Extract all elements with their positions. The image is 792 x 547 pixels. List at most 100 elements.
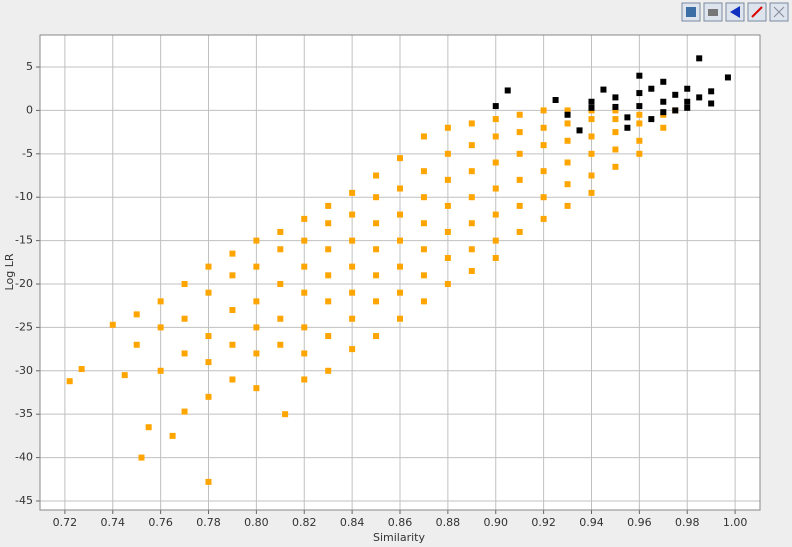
point bbox=[444, 176, 451, 183]
point bbox=[145, 424, 152, 431]
point bbox=[516, 150, 523, 157]
point bbox=[301, 376, 308, 383]
point bbox=[253, 324, 260, 331]
point bbox=[133, 341, 140, 348]
y-tick-label: -20 bbox=[15, 277, 33, 290]
point bbox=[325, 246, 332, 253]
point bbox=[253, 263, 260, 270]
x-tick-label: 0.94 bbox=[579, 516, 604, 529]
fullscreen-icon bbox=[773, 6, 785, 18]
point bbox=[540, 168, 547, 175]
point bbox=[540, 124, 547, 131]
x-tick-label: 0.88 bbox=[436, 516, 461, 529]
point bbox=[444, 228, 451, 235]
point bbox=[444, 150, 451, 157]
y-tick-label: -15 bbox=[15, 234, 33, 247]
point bbox=[576, 127, 583, 134]
point bbox=[636, 137, 643, 144]
y-tick-label: -45 bbox=[15, 494, 33, 507]
point bbox=[325, 367, 332, 374]
point bbox=[349, 211, 356, 218]
x-tick-label: 0.98 bbox=[675, 516, 700, 529]
point bbox=[373, 272, 380, 279]
point bbox=[229, 307, 236, 314]
point bbox=[397, 155, 403, 162]
point bbox=[373, 298, 380, 305]
point bbox=[468, 267, 475, 274]
point bbox=[660, 109, 667, 116]
point bbox=[612, 116, 619, 123]
point bbox=[205, 478, 212, 485]
point bbox=[277, 280, 284, 287]
point bbox=[600, 86, 607, 93]
point bbox=[444, 202, 451, 209]
x-tick-label: 0.78 bbox=[196, 516, 221, 529]
x-tick-label: 1.00 bbox=[723, 516, 748, 529]
point bbox=[282, 411, 289, 418]
point bbox=[612, 107, 619, 114]
point bbox=[564, 111, 571, 118]
x-tick-label: 0.84 bbox=[340, 516, 365, 529]
point bbox=[301, 237, 308, 244]
point bbox=[133, 311, 140, 318]
y-tick-label: -10 bbox=[15, 190, 33, 203]
point bbox=[516, 202, 523, 209]
point bbox=[253, 237, 260, 244]
point bbox=[492, 237, 499, 244]
point bbox=[588, 172, 595, 179]
point bbox=[229, 341, 236, 348]
point bbox=[660, 98, 667, 105]
point bbox=[229, 376, 236, 383]
point bbox=[205, 393, 212, 400]
point bbox=[648, 85, 655, 92]
point bbox=[157, 324, 164, 331]
point bbox=[325, 333, 332, 340]
point bbox=[253, 298, 260, 305]
point bbox=[349, 189, 356, 196]
point bbox=[420, 272, 427, 279]
point bbox=[397, 237, 403, 244]
point bbox=[157, 298, 164, 305]
save-icon bbox=[686, 7, 696, 17]
point bbox=[205, 289, 212, 296]
point bbox=[492, 211, 499, 218]
point bbox=[121, 372, 128, 379]
point bbox=[397, 263, 403, 270]
point bbox=[373, 220, 380, 227]
point bbox=[468, 246, 475, 253]
point bbox=[684, 104, 691, 111]
point bbox=[516, 129, 523, 136]
point bbox=[660, 78, 667, 85]
point bbox=[138, 454, 145, 461]
point bbox=[181, 408, 188, 415]
point bbox=[492, 103, 499, 110]
y-tick-label: -35 bbox=[15, 407, 33, 420]
point bbox=[301, 324, 308, 331]
point bbox=[564, 107, 571, 114]
point bbox=[277, 246, 284, 253]
point bbox=[540, 107, 547, 114]
point bbox=[564, 159, 571, 166]
point bbox=[684, 85, 691, 92]
plot-border bbox=[39, 34, 761, 511]
point bbox=[612, 163, 619, 170]
point bbox=[696, 55, 703, 62]
point bbox=[612, 103, 619, 110]
point bbox=[504, 87, 511, 94]
point bbox=[444, 280, 451, 287]
point bbox=[325, 298, 332, 305]
point bbox=[301, 263, 308, 270]
x-tick-label: 0.76 bbox=[148, 516, 173, 529]
y-axis-label: Log LR bbox=[3, 253, 16, 290]
point bbox=[325, 272, 332, 279]
point bbox=[624, 114, 631, 121]
point bbox=[253, 385, 260, 392]
point bbox=[468, 142, 475, 149]
point bbox=[588, 133, 595, 140]
point bbox=[564, 181, 571, 188]
point bbox=[636, 111, 643, 118]
point bbox=[277, 341, 284, 348]
point bbox=[516, 228, 523, 235]
x-tick-label: 0.72 bbox=[53, 516, 78, 529]
